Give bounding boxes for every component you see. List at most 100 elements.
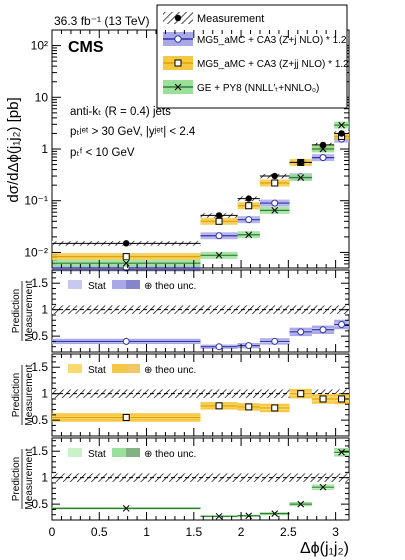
ratio-y-tick-label: 1.5 [31, 444, 48, 458]
prediction-point [215, 217, 223, 225]
ratio-y-tick-label: 1 [41, 303, 48, 317]
top-y-tick-label: 10² [31, 39, 48, 53]
ratio-theo-swatch [112, 280, 126, 289]
prediction-point [271, 207, 279, 214]
ratio-theo-label: ⊕ theo unc. [144, 365, 196, 376]
prediction-point [271, 179, 279, 187]
legend-mg-zj-marker [174, 35, 182, 43]
legend-mg-zjj-marker [174, 59, 182, 67]
prediction-point [245, 231, 253, 239]
ratio-theo-swatch-dark [126, 364, 140, 373]
ratio-y-tick-label: 1 [41, 387, 48, 401]
ratio-point [297, 328, 305, 336]
prediction-point [122, 253, 130, 261]
ratio-point [297, 390, 305, 398]
ratio-stat-swatch [68, 364, 82, 373]
ratio-y-tick-label: 0.5 [31, 413, 48, 427]
ratio-point [122, 505, 130, 512]
ratio-y-title-numerator: Prediction [11, 373, 22, 417]
ratio-stat-label: Stat [88, 365, 106, 376]
ratio-stat-swatch [68, 280, 82, 289]
prediction-point [338, 121, 345, 129]
ratio-point [122, 413, 130, 421]
ratio-y-title: Prediction Measurement [11, 448, 35, 509]
ratio-y-title-numerator: Prediction [11, 457, 22, 501]
x-tick-label: 0 [49, 525, 56, 539]
ratio-y-tick-label: 1 [41, 471, 48, 485]
ratio-theo-label: ⊕ theo unc. [144, 449, 196, 460]
measurement-point [123, 240, 130, 247]
ratio-y-title-denominator: Measurement [24, 448, 35, 509]
ratio-y-ticks: 0.5 1 1.5 0.5 1 1.5 0.5 1 1.5 [31, 272, 349, 516]
ratio-y-title-denominator: Measurement [24, 364, 35, 425]
top-y-tick-label: 1 [41, 142, 48, 156]
x-axis-title: Δϕ(j₁j₂) [300, 540, 349, 557]
ratio-point [271, 404, 279, 412]
ratio-y-tick-label: 1.5 [31, 276, 48, 290]
ratio-point [319, 395, 327, 403]
prediction-point [271, 199, 279, 207]
ratio-point [215, 402, 223, 410]
ratio-point [245, 403, 253, 411]
x-tick-label: 1.5 [185, 525, 202, 539]
ratio-theo-swatch-dark [126, 280, 140, 289]
legend-mg-zjj-label: MG5_aMC + CA3 (Z+jj NLO) * 1.2 [197, 59, 349, 70]
y-axis-title-main: dσ/dΔϕ(j₁j₂) [pb] [5, 97, 22, 202]
prediction-point [245, 202, 253, 210]
prediction-point [245, 216, 253, 224]
ratio-y-tick-label: 1.5 [31, 360, 48, 374]
lumi-label: 36.3 fb⁻¹ (13 TeV) [54, 14, 150, 28]
ratio-point [215, 343, 223, 351]
ratio-point [319, 326, 327, 334]
ratio-point [122, 337, 130, 345]
x-tick-label: 0.5 [91, 525, 108, 539]
measurement-point [271, 172, 278, 180]
measurement-point [297, 159, 304, 166]
legend-mg-zj-label: MG5_aMC + CA3 (Z+j NLO) * 1.2 [197, 35, 347, 46]
ratio-y-title: Prediction Measurement [11, 364, 35, 425]
top-y-tick-label: 10 [35, 90, 49, 104]
prediction-point [215, 232, 223, 240]
ratio-theo-swatch [112, 448, 126, 457]
ratio-point [338, 395, 346, 403]
ratio-y-tick-label: 0.5 [31, 329, 48, 343]
ratio-point [297, 500, 305, 508]
legend-measurement-marker [174, 14, 182, 22]
measurement-point [319, 141, 327, 149]
prediction-point [319, 154, 327, 162]
ratio-y-tick-label: 0.5 [31, 497, 48, 511]
legend: Measurement MG5_aMC + CA3 (Z+j NLO) * 1.… [156, 4, 349, 109]
x-tick-label: 3 [332, 525, 339, 539]
legend-ge-marker [174, 83, 182, 91]
top-y-ticks: 10⁻² 10⁻¹ 1 10 10² [24, 29, 349, 269]
top-y-tick-label: 10⁻² [24, 245, 48, 259]
ratio-y-title: Prediction Measurement [11, 280, 35, 341]
ratio-point [271, 510, 279, 518]
legend-ge-label: GE + PY8 (NNLL′ₜ+NNLO₀) [197, 83, 319, 94]
cut-line-3: pₜᶠ < 10 GeV [70, 147, 135, 159]
prediction-point [297, 174, 305, 181]
ratio-stat-swatch [68, 448, 82, 457]
cut-line-1: anti-kₜ (R = 0.4) jets [70, 106, 171, 118]
ratio-point [271, 337, 279, 345]
ratio-stat-label: Stat [88, 449, 106, 460]
prediction-point [122, 259, 130, 267]
cut-line-2: pₜʲᵉᵗ > 30 GeV, |yʲᵉᵗ| < 2.4 [70, 126, 196, 138]
ratio-point [245, 342, 253, 350]
top-y-tick-label: 10⁻¹ [24, 194, 48, 208]
ratio-point [215, 512, 223, 520]
ratio-stat-label: Stat [88, 281, 106, 292]
measurement-point [245, 195, 252, 202]
x-tick-label: 2 [238, 525, 245, 539]
ratio-theo-label: ⊕ theo unc. [144, 281, 196, 292]
ratio-y-title-numerator: Prediction [11, 289, 22, 333]
ratio-point [338, 320, 346, 328]
measurement-point [215, 212, 223, 219]
ratio-theo-swatch-dark [126, 448, 140, 457]
legend-measurement-label: Measurement [197, 13, 264, 25]
x-axis-ticks: 0 0.5 1 1.5 2 2.5 3 [49, 30, 339, 539]
ratio-y-title-denominator: Measurement [24, 280, 35, 341]
ratio-data-marks: Stat ⊕ theo unc. Stat ⊕ theo unc. Stat ⊕ theo… [52, 280, 350, 520]
